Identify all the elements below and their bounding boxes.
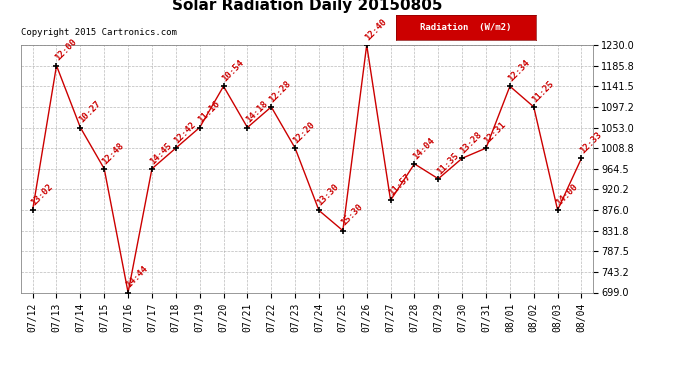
Text: 12:40: 12:40 bbox=[363, 17, 388, 42]
Text: 12:20: 12:20 bbox=[292, 120, 317, 146]
Text: 12:42: 12:42 bbox=[172, 120, 197, 146]
Text: 14:44: 14:44 bbox=[124, 264, 150, 290]
Text: 12:48: 12:48 bbox=[101, 141, 126, 166]
Text: 15:30: 15:30 bbox=[339, 202, 364, 228]
Text: 11:25: 11:25 bbox=[530, 79, 555, 104]
Text: 13:02: 13:02 bbox=[29, 182, 55, 207]
Text: 10:54: 10:54 bbox=[220, 58, 246, 84]
Text: 14:04: 14:04 bbox=[411, 136, 436, 161]
Text: 12:33: 12:33 bbox=[578, 130, 603, 156]
Text: 12:34: 12:34 bbox=[506, 58, 532, 84]
Text: 10:27: 10:27 bbox=[77, 99, 102, 125]
Text: 13:28: 13:28 bbox=[459, 130, 484, 156]
Text: 11:35: 11:35 bbox=[435, 151, 460, 176]
Text: 14:18: 14:18 bbox=[244, 99, 269, 125]
Text: 11:16: 11:16 bbox=[196, 99, 221, 125]
Text: 14:00: 14:00 bbox=[554, 182, 580, 207]
Text: 12:31: 12:31 bbox=[482, 120, 508, 146]
Text: Copyright 2015 Cartronics.com: Copyright 2015 Cartronics.com bbox=[21, 28, 177, 37]
Text: 13:30: 13:30 bbox=[315, 182, 341, 208]
Text: 12:00: 12:00 bbox=[53, 38, 78, 63]
Text: 11:57: 11:57 bbox=[387, 172, 413, 197]
Text: 12:28: 12:28 bbox=[268, 79, 293, 104]
Title: Solar Radiation Daily 20150805: Solar Radiation Daily 20150805 bbox=[172, 0, 442, 13]
Text: 14:45: 14:45 bbox=[148, 141, 174, 166]
